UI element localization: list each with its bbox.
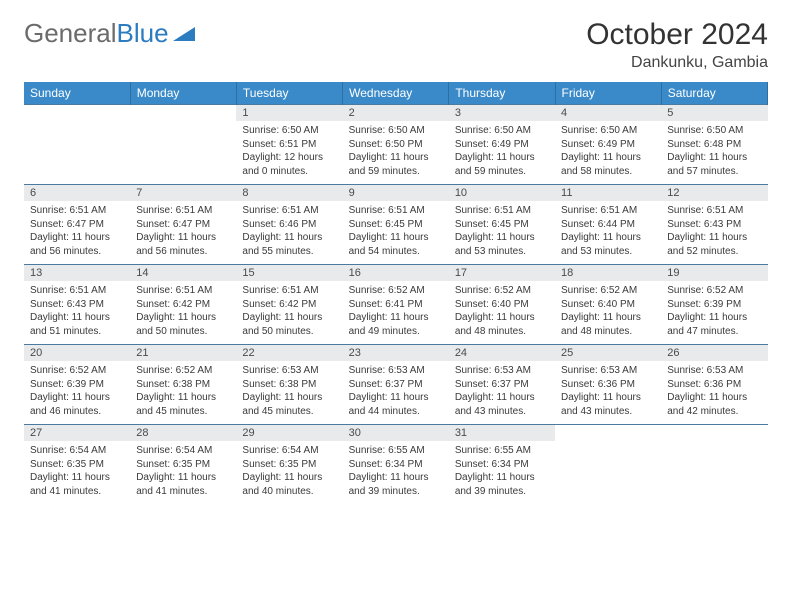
day-number-cell: 16 <box>343 265 449 282</box>
day-detail-cell: Sunrise: 6:54 AMSunset: 6:35 PMDaylight:… <box>236 441 342 504</box>
day-detail-cell: Sunrise: 6:50 AMSunset: 6:49 PMDaylight:… <box>555 121 661 185</box>
day-number-cell: 20 <box>24 345 130 362</box>
day-detail-cell: Sunrise: 6:55 AMSunset: 6:34 PMDaylight:… <box>449 441 555 504</box>
day-detail-cell: Sunrise: 6:51 AMSunset: 6:45 PMDaylight:… <box>343 201 449 265</box>
day-number-cell: 13 <box>24 265 130 282</box>
day-detail-cell: Sunrise: 6:51 AMSunset: 6:46 PMDaylight:… <box>236 201 342 265</box>
day-number-cell <box>661 425 767 442</box>
day-detail-cell <box>24 121 130 185</box>
day-number-row: 12345 <box>24 105 768 122</box>
day-number-cell <box>24 105 130 122</box>
brand-logo: GeneralBlue <box>24 18 197 49</box>
day-detail-cell: Sunrise: 6:52 AMSunset: 6:40 PMDaylight:… <box>555 281 661 345</box>
day-number-cell: 31 <box>449 425 555 442</box>
page-header: GeneralBlue October 2024 Dankunku, Gambi… <box>24 18 768 72</box>
day-number-cell: 2 <box>343 105 449 122</box>
day-number-cell: 28 <box>130 425 236 442</box>
day-detail-cell: Sunrise: 6:52 AMSunset: 6:39 PMDaylight:… <box>661 281 767 345</box>
day-header-cell: Friday <box>555 82 661 105</box>
day-header-cell: Sunday <box>24 82 130 105</box>
day-number-cell: 14 <box>130 265 236 282</box>
day-number-cell: 24 <box>449 345 555 362</box>
day-detail-cell: Sunrise: 6:50 AMSunset: 6:48 PMDaylight:… <box>661 121 767 185</box>
day-detail-cell: Sunrise: 6:53 AMSunset: 6:36 PMDaylight:… <box>661 361 767 425</box>
day-number-cell: 11 <box>555 185 661 202</box>
day-detail-cell: Sunrise: 6:52 AMSunset: 6:38 PMDaylight:… <box>130 361 236 425</box>
day-number-row: 13141516171819 <box>24 265 768 282</box>
day-detail-row: Sunrise: 6:51 AMSunset: 6:43 PMDaylight:… <box>24 281 768 345</box>
day-number-cell: 1 <box>236 105 342 122</box>
day-detail-cell: Sunrise: 6:50 AMSunset: 6:50 PMDaylight:… <box>343 121 449 185</box>
day-detail-cell: Sunrise: 6:54 AMSunset: 6:35 PMDaylight:… <box>24 441 130 504</box>
day-number-cell: 25 <box>555 345 661 362</box>
title-block: October 2024 Dankunku, Gambia <box>586 18 768 72</box>
day-detail-cell: Sunrise: 6:51 AMSunset: 6:43 PMDaylight:… <box>24 281 130 345</box>
day-detail-cell <box>555 441 661 504</box>
day-number-row: 6789101112 <box>24 185 768 202</box>
brand-part2: Blue <box>117 18 169 49</box>
day-header-cell: Tuesday <box>236 82 342 105</box>
day-header-cell: Monday <box>130 82 236 105</box>
day-detail-cell: Sunrise: 6:53 AMSunset: 6:38 PMDaylight:… <box>236 361 342 425</box>
brand-part1: General <box>24 18 117 49</box>
day-detail-cell: Sunrise: 6:53 AMSunset: 6:37 PMDaylight:… <box>449 361 555 425</box>
day-number-cell: 6 <box>24 185 130 202</box>
day-number-cell: 19 <box>661 265 767 282</box>
day-number-cell: 18 <box>555 265 661 282</box>
day-detail-cell: Sunrise: 6:50 AMSunset: 6:51 PMDaylight:… <box>236 121 342 185</box>
day-detail-row: Sunrise: 6:50 AMSunset: 6:51 PMDaylight:… <box>24 121 768 185</box>
day-detail-cell: Sunrise: 6:54 AMSunset: 6:35 PMDaylight:… <box>130 441 236 504</box>
day-detail-row: Sunrise: 6:54 AMSunset: 6:35 PMDaylight:… <box>24 441 768 504</box>
calendar-table: SundayMondayTuesdayWednesdayThursdayFrid… <box>24 82 768 504</box>
day-number-cell: 26 <box>661 345 767 362</box>
day-number-cell: 17 <box>449 265 555 282</box>
day-number-cell <box>555 425 661 442</box>
day-detail-cell <box>661 441 767 504</box>
day-number-cell: 5 <box>661 105 767 122</box>
day-detail-cell: Sunrise: 6:53 AMSunset: 6:36 PMDaylight:… <box>555 361 661 425</box>
day-number-cell: 7 <box>130 185 236 202</box>
day-number-cell: 12 <box>661 185 767 202</box>
day-detail-cell: Sunrise: 6:52 AMSunset: 6:40 PMDaylight:… <box>449 281 555 345</box>
day-number-cell: 10 <box>449 185 555 202</box>
day-header-cell: Thursday <box>449 82 555 105</box>
month-title: October 2024 <box>586 18 768 52</box>
day-number-cell: 4 <box>555 105 661 122</box>
day-detail-cell: Sunrise: 6:51 AMSunset: 6:45 PMDaylight:… <box>449 201 555 265</box>
day-detail-cell: Sunrise: 6:50 AMSunset: 6:49 PMDaylight:… <box>449 121 555 185</box>
day-number-cell: 15 <box>236 265 342 282</box>
day-number-cell: 27 <box>24 425 130 442</box>
day-number-cell: 30 <box>343 425 449 442</box>
day-number-cell: 22 <box>236 345 342 362</box>
day-detail-cell: Sunrise: 6:55 AMSunset: 6:34 PMDaylight:… <box>343 441 449 504</box>
day-number-row: 20212223242526 <box>24 345 768 362</box>
day-detail-cell <box>130 121 236 185</box>
day-detail-cell: Sunrise: 6:51 AMSunset: 6:47 PMDaylight:… <box>130 201 236 265</box>
day-header-cell: Wednesday <box>343 82 449 105</box>
day-detail-cell: Sunrise: 6:51 AMSunset: 6:43 PMDaylight:… <box>661 201 767 265</box>
logo-triangle-icon <box>173 25 197 43</box>
day-detail-cell: Sunrise: 6:51 AMSunset: 6:44 PMDaylight:… <box>555 201 661 265</box>
day-number-cell: 29 <box>236 425 342 442</box>
location-subtitle: Dankunku, Gambia <box>586 54 768 72</box>
day-header-row: SundayMondayTuesdayWednesdayThursdayFrid… <box>24 82 768 105</box>
day-detail-row: Sunrise: 6:51 AMSunset: 6:47 PMDaylight:… <box>24 201 768 265</box>
day-header-cell: Saturday <box>661 82 767 105</box>
day-number-cell <box>130 105 236 122</box>
day-detail-cell: Sunrise: 6:52 AMSunset: 6:41 PMDaylight:… <box>343 281 449 345</box>
day-detail-cell: Sunrise: 6:52 AMSunset: 6:39 PMDaylight:… <box>24 361 130 425</box>
day-number-cell: 21 <box>130 345 236 362</box>
day-detail-cell: Sunrise: 6:51 AMSunset: 6:42 PMDaylight:… <box>236 281 342 345</box>
day-detail-cell: Sunrise: 6:53 AMSunset: 6:37 PMDaylight:… <box>343 361 449 425</box>
day-number-cell: 3 <box>449 105 555 122</box>
day-number-cell: 9 <box>343 185 449 202</box>
day-detail-cell: Sunrise: 6:51 AMSunset: 6:47 PMDaylight:… <box>24 201 130 265</box>
day-number-row: 2728293031 <box>24 425 768 442</box>
day-number-cell: 8 <box>236 185 342 202</box>
day-detail-row: Sunrise: 6:52 AMSunset: 6:39 PMDaylight:… <box>24 361 768 425</box>
day-detail-cell: Sunrise: 6:51 AMSunset: 6:42 PMDaylight:… <box>130 281 236 345</box>
day-number-cell: 23 <box>343 345 449 362</box>
